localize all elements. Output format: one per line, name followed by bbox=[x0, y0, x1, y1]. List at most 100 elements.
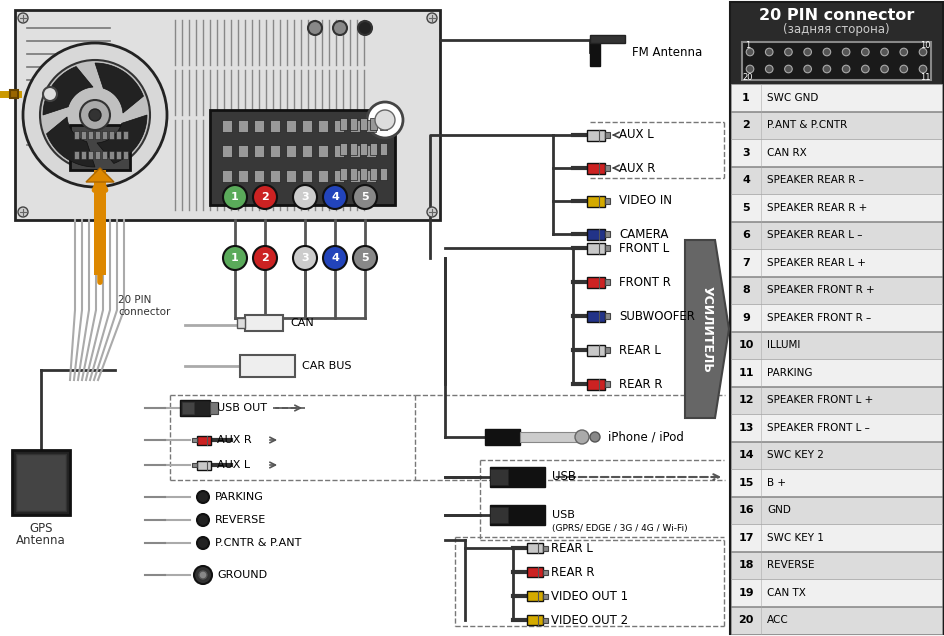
Circle shape bbox=[323, 185, 346, 209]
Bar bbox=[116, 151, 121, 159]
Text: REAR L: REAR L bbox=[550, 541, 592, 555]
Bar bbox=[490, 507, 508, 523]
Text: 20 PIN connector: 20 PIN connector bbox=[758, 8, 913, 24]
Text: 14: 14 bbox=[737, 450, 753, 460]
Text: FM Antenna: FM Antenna bbox=[632, 46, 701, 59]
Text: 1: 1 bbox=[231, 192, 239, 202]
Bar bbox=[109, 151, 114, 159]
Text: VIDEO OUT 1: VIDEO OUT 1 bbox=[550, 590, 628, 602]
Bar bbox=[731, 497, 941, 523]
Text: SWC KEY 2: SWC KEY 2 bbox=[767, 450, 823, 460]
Bar bbox=[192, 463, 196, 467]
Text: 12: 12 bbox=[737, 395, 753, 405]
Bar bbox=[333, 170, 344, 182]
Text: AUX L: AUX L bbox=[618, 128, 653, 141]
Bar bbox=[731, 579, 941, 606]
Text: 1: 1 bbox=[745, 41, 750, 50]
Text: (GPRS/ EDGE / 3G / 4G / Wi-Fi): (GPRS/ EDGE / 3G / 4G / Wi-Fi) bbox=[551, 523, 687, 532]
Bar bbox=[116, 131, 121, 139]
Text: iPhone / iPod: iPhone / iPod bbox=[607, 431, 683, 443]
Circle shape bbox=[293, 246, 316, 270]
Bar bbox=[586, 310, 604, 322]
Bar bbox=[192, 438, 196, 442]
Circle shape bbox=[308, 21, 322, 35]
Text: ACC: ACC bbox=[767, 615, 788, 625]
Bar bbox=[182, 402, 194, 414]
Text: CAR BUS: CAR BUS bbox=[302, 361, 351, 371]
Bar bbox=[731, 387, 941, 413]
Bar bbox=[302, 120, 312, 132]
Bar bbox=[731, 469, 941, 496]
Bar bbox=[543, 593, 548, 598]
Circle shape bbox=[43, 87, 57, 101]
Text: (задняя сторона): (задняя сторона) bbox=[783, 24, 889, 36]
Bar bbox=[244, 315, 282, 331]
Bar bbox=[286, 145, 295, 157]
Bar bbox=[349, 168, 357, 180]
Bar bbox=[270, 170, 279, 182]
Text: 16: 16 bbox=[737, 505, 753, 515]
Circle shape bbox=[332, 21, 346, 35]
Bar bbox=[222, 120, 232, 132]
Circle shape bbox=[822, 66, 830, 73]
Bar bbox=[490, 505, 545, 525]
Circle shape bbox=[223, 246, 246, 270]
Circle shape bbox=[293, 185, 316, 209]
Text: CAN TX: CAN TX bbox=[767, 588, 805, 598]
Circle shape bbox=[765, 66, 772, 73]
Bar bbox=[93, 170, 106, 275]
Bar bbox=[12, 450, 70, 515]
Text: VIDEO IN: VIDEO IN bbox=[618, 195, 671, 207]
Bar bbox=[81, 131, 86, 139]
Bar bbox=[88, 131, 93, 139]
Circle shape bbox=[223, 185, 246, 209]
Bar bbox=[333, 145, 344, 157]
Circle shape bbox=[861, 48, 868, 56]
Circle shape bbox=[366, 102, 402, 138]
Bar bbox=[74, 131, 79, 139]
Text: ILLUMI: ILLUMI bbox=[767, 340, 800, 350]
Text: 5: 5 bbox=[741, 203, 749, 213]
Bar bbox=[519, 432, 580, 442]
Circle shape bbox=[822, 48, 830, 56]
Text: 11: 11 bbox=[737, 368, 753, 378]
Bar bbox=[365, 145, 376, 157]
Text: REAR L: REAR L bbox=[618, 343, 660, 357]
Bar bbox=[340, 168, 346, 180]
Text: SUBWOOFER: SUBWOOFER bbox=[618, 310, 694, 322]
Text: 6: 6 bbox=[741, 230, 750, 240]
Circle shape bbox=[196, 514, 209, 526]
Text: 10: 10 bbox=[737, 340, 753, 350]
Bar bbox=[379, 168, 387, 180]
Bar bbox=[95, 151, 100, 159]
Bar bbox=[731, 221, 941, 249]
Bar bbox=[109, 131, 114, 139]
Bar bbox=[318, 170, 328, 182]
Bar bbox=[360, 143, 366, 155]
Bar bbox=[74, 151, 79, 159]
Bar bbox=[222, 145, 232, 157]
Circle shape bbox=[194, 566, 211, 584]
Bar bbox=[210, 110, 395, 205]
Text: SPEAKER REAR L –: SPEAKER REAR L – bbox=[767, 230, 862, 240]
Bar bbox=[586, 163, 604, 174]
Bar bbox=[490, 469, 508, 485]
Text: 3: 3 bbox=[301, 253, 309, 263]
Circle shape bbox=[323, 246, 346, 270]
Bar bbox=[196, 460, 211, 469]
Bar bbox=[731, 607, 941, 633]
Text: USB OUT: USB OUT bbox=[217, 403, 267, 413]
Bar bbox=[70, 125, 130, 170]
Bar bbox=[731, 551, 941, 579]
Text: 9: 9 bbox=[741, 313, 750, 322]
Text: 5: 5 bbox=[361, 253, 368, 263]
Bar bbox=[586, 242, 604, 254]
Polygon shape bbox=[43, 67, 93, 115]
Text: GND: GND bbox=[767, 505, 790, 515]
Bar bbox=[286, 120, 295, 132]
Text: B +: B + bbox=[767, 478, 785, 488]
Bar bbox=[729, 2, 942, 634]
Bar bbox=[102, 131, 107, 139]
Text: P.CNTR & P.ANT: P.CNTR & P.ANT bbox=[215, 538, 301, 548]
Polygon shape bbox=[97, 115, 147, 163]
